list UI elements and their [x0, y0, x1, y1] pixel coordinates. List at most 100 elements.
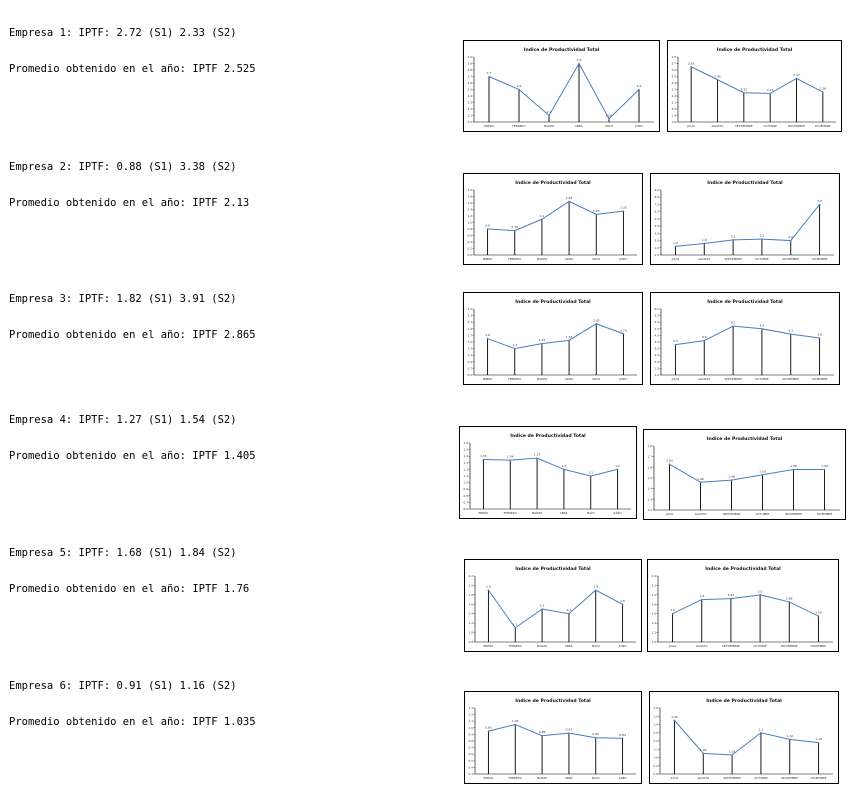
series-line	[669, 463, 825, 483]
y-tick-label: 2.1	[468, 114, 473, 118]
x-tick-label: MAYO	[592, 257, 601, 261]
y-tick-label: 2.0	[652, 593, 657, 597]
data-point	[817, 615, 820, 617]
data-label: 1.9	[593, 585, 598, 589]
x-tick-label: SEPTIEMBRE	[724, 257, 742, 261]
x-tick-label: JUNIO	[618, 776, 628, 780]
y-tick-label: 0.4	[469, 765, 474, 769]
x-tick-label: ABRIL	[575, 124, 584, 128]
data-point	[818, 337, 821, 339]
company-4-chart-semester-1: Indice de Productividad Total 1.6 1.5 1.4 1.…	[459, 426, 637, 519]
data-label: 1.5	[540, 604, 545, 608]
data-label: 2.9	[577, 58, 582, 62]
x-tick-label: DICIEMBRE	[812, 377, 828, 381]
chart-title: Indice de Productividad Total	[515, 698, 591, 704]
data-point	[823, 468, 826, 471]
company-5-chart-semester-2: Indice de Productividad Total 2.4 2.2 2.0 1.…	[647, 559, 839, 652]
y-tick-label: 1.5	[648, 476, 653, 480]
company-6-chart-semester-1: Indice de Productividad Total 1.3 1.2 1.1 1.…	[464, 691, 642, 784]
data-label: 0.95	[485, 726, 492, 730]
data-point	[513, 347, 516, 350]
company-4-caption: Empresa 4: IPTF: 1.27 (S1) 1.54 (S2) Pro…	[9, 390, 256, 474]
y-tick-label: 0.8	[469, 739, 474, 743]
chart-svg: Indice de Productividad Total 2.5 2.3 2.1 1.…	[468, 299, 637, 381]
y-tick-label: 1.2	[654, 739, 659, 743]
y-tick-label: 1.1	[464, 474, 469, 478]
y-tick-label: 9.0	[655, 188, 660, 192]
y-tick-label: 2.2	[672, 94, 677, 98]
data-point	[541, 608, 543, 610]
data-point	[690, 65, 692, 68]
y-tick-label: 2.2	[469, 574, 474, 578]
x-tick-label: DICIEMBRE	[815, 124, 831, 128]
company-2-chart-semester-2: Indice de Productividad Total 9.0 8.0 7.0 6.…	[650, 173, 840, 265]
y-tick-label: 7.0	[655, 202, 660, 206]
data-point	[732, 239, 734, 241]
series-line	[675, 204, 820, 247]
data-label: 1.37	[534, 453, 541, 457]
company-2-iptf-line: Empresa 2: IPTF: 0.88 (S1) 3.38 (S2)	[9, 161, 237, 173]
data-label: 1.35	[620, 206, 627, 210]
data-label: 1.05	[700, 748, 707, 752]
chart-title: Indice de Productividad Total	[707, 180, 783, 186]
y-tick-label: 1.2	[464, 467, 469, 471]
x-tick-label: DICIEMBRE	[817, 512, 833, 516]
y-tick-label: 1.6	[648, 465, 653, 469]
company-3-average-line: Promedio obtenido en el año: IPTF 2.865	[9, 329, 256, 341]
y-tick-label: 1.1	[469, 719, 474, 723]
x-tick-label: AGOSTO	[695, 512, 708, 516]
x-tick-label: NOVIEMBRE	[781, 644, 798, 648]
data-label: 0.92	[566, 728, 573, 732]
y-tick-label: 2.0	[655, 239, 660, 243]
x-tick-label: NOVIEMBRE	[782, 257, 799, 261]
data-label: 1.22	[786, 734, 793, 738]
y-tick-label: 2.4	[672, 81, 677, 85]
y-tick-label: 2.2	[652, 583, 657, 587]
data-point	[789, 239, 792, 242]
chart-title: Indice de Productividad Total	[515, 180, 591, 186]
data-label: 1.6	[702, 238, 707, 242]
y-tick-label: 1.0	[655, 373, 660, 377]
y-tick-label: 0.2	[468, 247, 473, 251]
data-label: 1.53	[759, 469, 766, 473]
chart-title: Indice de Productividad Total	[515, 566, 591, 572]
y-tick-label: 0.8	[464, 494, 469, 498]
data-point	[761, 238, 763, 240]
data-point	[769, 92, 771, 95]
x-tick-label: OCTUBRE	[753, 644, 767, 648]
y-tick-label: 1.6	[652, 612, 657, 616]
data-label: 1.05	[512, 719, 519, 723]
y-tick-label: 1.9	[672, 114, 677, 118]
company-2-average-line: Promedio obtenido en el año: IPTF 2.13	[9, 197, 250, 209]
data-point	[616, 468, 619, 471]
data-point	[730, 479, 733, 481]
y-tick-label: 2.2	[468, 107, 473, 111]
x-tick-label: SEPTIEMBRE	[735, 124, 753, 128]
x-tick-label: NOVIEMBRE	[782, 377, 799, 381]
y-tick-label: 0.6	[464, 507, 469, 511]
data-point	[668, 463, 671, 465]
data-point	[518, 88, 520, 91]
x-tick-label: MAYO	[592, 776, 601, 780]
y-tick-label: 1.2	[652, 631, 657, 635]
y-tick-label: 1.9	[468, 327, 473, 331]
y-tick-label: 1.2	[468, 214, 473, 218]
x-tick-label: AGOSTO	[697, 776, 710, 780]
y-tick-label: 2.5	[655, 353, 660, 357]
y-tick-label: 1.5	[468, 340, 473, 344]
y-tick-label: 5.5	[655, 314, 660, 318]
y-tick-label: 1.3	[648, 497, 653, 501]
data-label: 1.4	[567, 608, 572, 612]
y-tick-label: 1.3	[469, 706, 474, 710]
x-tick-label: MARZO	[537, 257, 548, 261]
data-point	[731, 754, 733, 756]
chart-svg: Indice de Productividad Total 2.4 2.2 2.0 1.…	[652, 566, 833, 648]
data-point	[792, 468, 795, 471]
data-label: 2.45	[714, 74, 721, 78]
company-4-average-line: Promedio obtenido en el año: IPTF 1.405	[9, 450, 256, 462]
data-label: 2.5	[637, 84, 642, 88]
data-label: 0.75	[511, 225, 518, 229]
x-tick-label: JUNIO	[618, 644, 628, 648]
data-label: 2.25	[740, 87, 747, 91]
x-tick-label: JUNIO	[618, 377, 628, 381]
